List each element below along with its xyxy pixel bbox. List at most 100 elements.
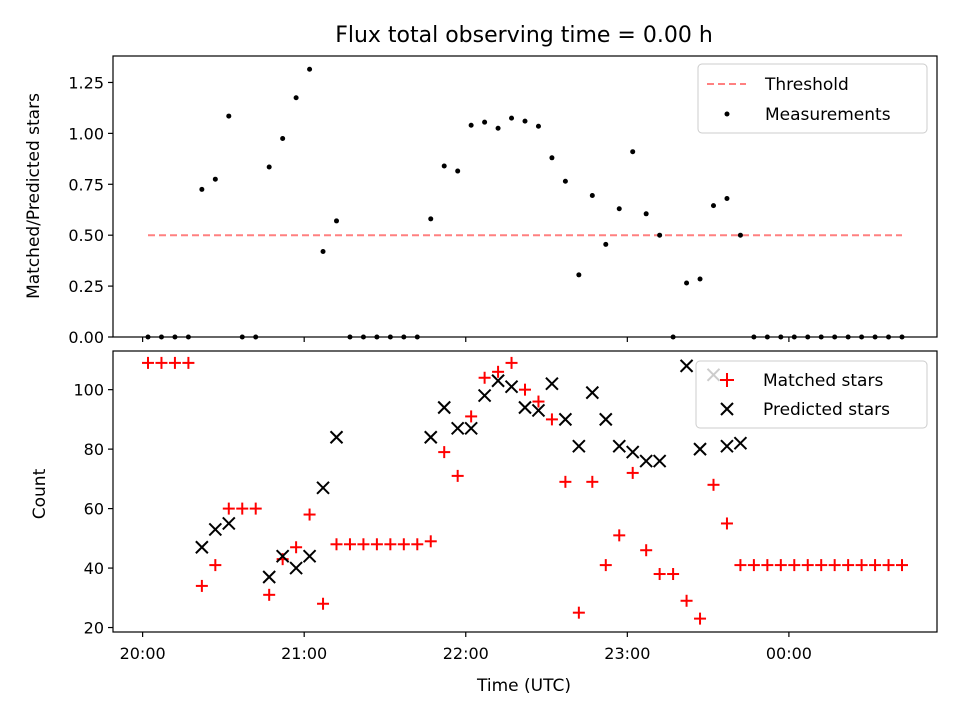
count-y-tick-label: 60 [84, 500, 104, 519]
predicted-stars-point [222, 516, 236, 531]
measurement-point [643, 211, 649, 217]
count-y-tick-label: 80 [84, 440, 104, 459]
ratio-y-tick-label: 0.75 [68, 175, 104, 194]
predicted-stars-point [652, 454, 667, 468]
matched-stars-point [290, 541, 303, 554]
measurement-point [266, 164, 272, 170]
matched-stars-point [774, 559, 787, 572]
matched-stars-point [626, 466, 639, 479]
matched-stars-point [895, 559, 908, 572]
matched-stars-point [667, 568, 680, 581]
predicted-stars-point [275, 549, 290, 563]
matched-stars-point [397, 538, 410, 551]
ratio-y-tick-label: 0.00 [68, 328, 104, 347]
matched-stars-point [599, 559, 612, 572]
predicted-stars-point [531, 403, 546, 418]
ratio-y-axis-label: Matched/Predicted stars [24, 93, 44, 299]
matched-stars-point [613, 529, 626, 542]
matched-stars-point [263, 588, 276, 601]
predicted-stars-point [477, 388, 492, 403]
measurement-point [737, 232, 743, 238]
count-x-tick-label: 20:00 [120, 644, 166, 663]
ratio-axes: 0.00 0.25 0.50 0.75 1.00 1.25 [68, 73, 790, 347]
measurement-point [334, 218, 340, 224]
matched-stars-point [680, 594, 693, 607]
measurements-legend-label: Measurements [765, 105, 891, 125]
matched-stars-point [357, 538, 370, 551]
count-x-tick-label: 22:00 [443, 644, 489, 663]
matched-stars-point [317, 597, 330, 610]
measurement-point [293, 95, 299, 101]
measurement-point [495, 125, 501, 131]
measurement-point [535, 123, 541, 129]
matched-stars-point [222, 502, 235, 515]
predicted-stars-point [679, 359, 694, 373]
ratio-legend-box [697, 63, 928, 134]
measurement-point [199, 186, 205, 192]
ratio-marks [145, 66, 905, 340]
matched-stars-point [801, 559, 814, 572]
ratio-y-tick-label: 1.00 [68, 124, 104, 143]
measurement-point [684, 280, 690, 286]
predicted-stars-point [612, 439, 626, 453]
matched-stars-point [815, 559, 828, 572]
matched-stars-point [411, 538, 424, 551]
measurement-point [710, 203, 716, 209]
predicted-stars-point [316, 481, 330, 495]
measurement-point [549, 155, 555, 161]
matched-stars-legend-label: Matched stars [763, 371, 883, 391]
count-legend: Matched stars Predicted stars [695, 360, 928, 429]
predicted-stars-point [289, 561, 303, 575]
predicted-stars-point [262, 570, 276, 584]
measurement-point [307, 66, 313, 72]
measurement-point [576, 272, 582, 278]
matched-stars-point [882, 559, 895, 572]
matched-stars-point [303, 508, 316, 521]
predicted-stars-point [424, 430, 438, 444]
matched-stars-legend-swatch [720, 373, 734, 387]
measurement-point [724, 196, 730, 202]
count-x-axis-label: Time (UTC) [476, 676, 571, 696]
matched-stars-point [734, 559, 747, 572]
ratio-panel-frame [112, 55, 938, 338]
matched-stars-point [155, 356, 168, 369]
matched-stars-point [842, 559, 855, 572]
matched-stars-point [707, 478, 720, 491]
matched-stars-point [586, 475, 599, 488]
matched-stars-point [694, 612, 707, 625]
predicted-stars-point [599, 412, 613, 427]
matched-stars-point [195, 579, 208, 592]
measurement-point [657, 232, 663, 238]
matched-stars-point [478, 371, 491, 384]
predicted-stars-legend-swatch [720, 402, 734, 416]
matched-stars-point [451, 469, 464, 482]
matched-stars-point [572, 606, 585, 619]
matched-stars-point [343, 538, 356, 551]
measurement-point [522, 118, 528, 124]
count-x-tick-label: 00:00 [766, 644, 812, 663]
predicted-stars-point [545, 377, 559, 391]
measurements-legend-swatch [724, 111, 730, 117]
ratio-panel: 0.00 0.25 0.50 0.75 1.00 1.25 Matched/Predict… [24, 55, 938, 347]
matched-stars-point [424, 535, 437, 548]
matched-stars-point [209, 559, 222, 572]
measurement-point [616, 206, 622, 212]
measurement-point [212, 176, 218, 182]
measurement-point [320, 248, 326, 254]
matched-stars-point [465, 410, 478, 423]
measurement-point [468, 122, 474, 128]
count-marks [142, 356, 908, 625]
measurement-point [603, 241, 609, 247]
matched-stars-point [249, 502, 262, 515]
count-y-tick-label: 40 [84, 559, 104, 578]
measurement-point [226, 113, 232, 119]
matched-stars-point [640, 544, 653, 557]
count-y-tick-label: 20 [84, 619, 104, 638]
matched-stars-point [438, 446, 451, 459]
matched-stars-point [168, 356, 181, 369]
predicted-stars-point [491, 374, 505, 388]
matched-stars-point [761, 559, 774, 572]
figure-title: Flux total observing time = 0.00 h [335, 23, 713, 48]
ratio-y-tick-label: 0.25 [68, 277, 104, 296]
